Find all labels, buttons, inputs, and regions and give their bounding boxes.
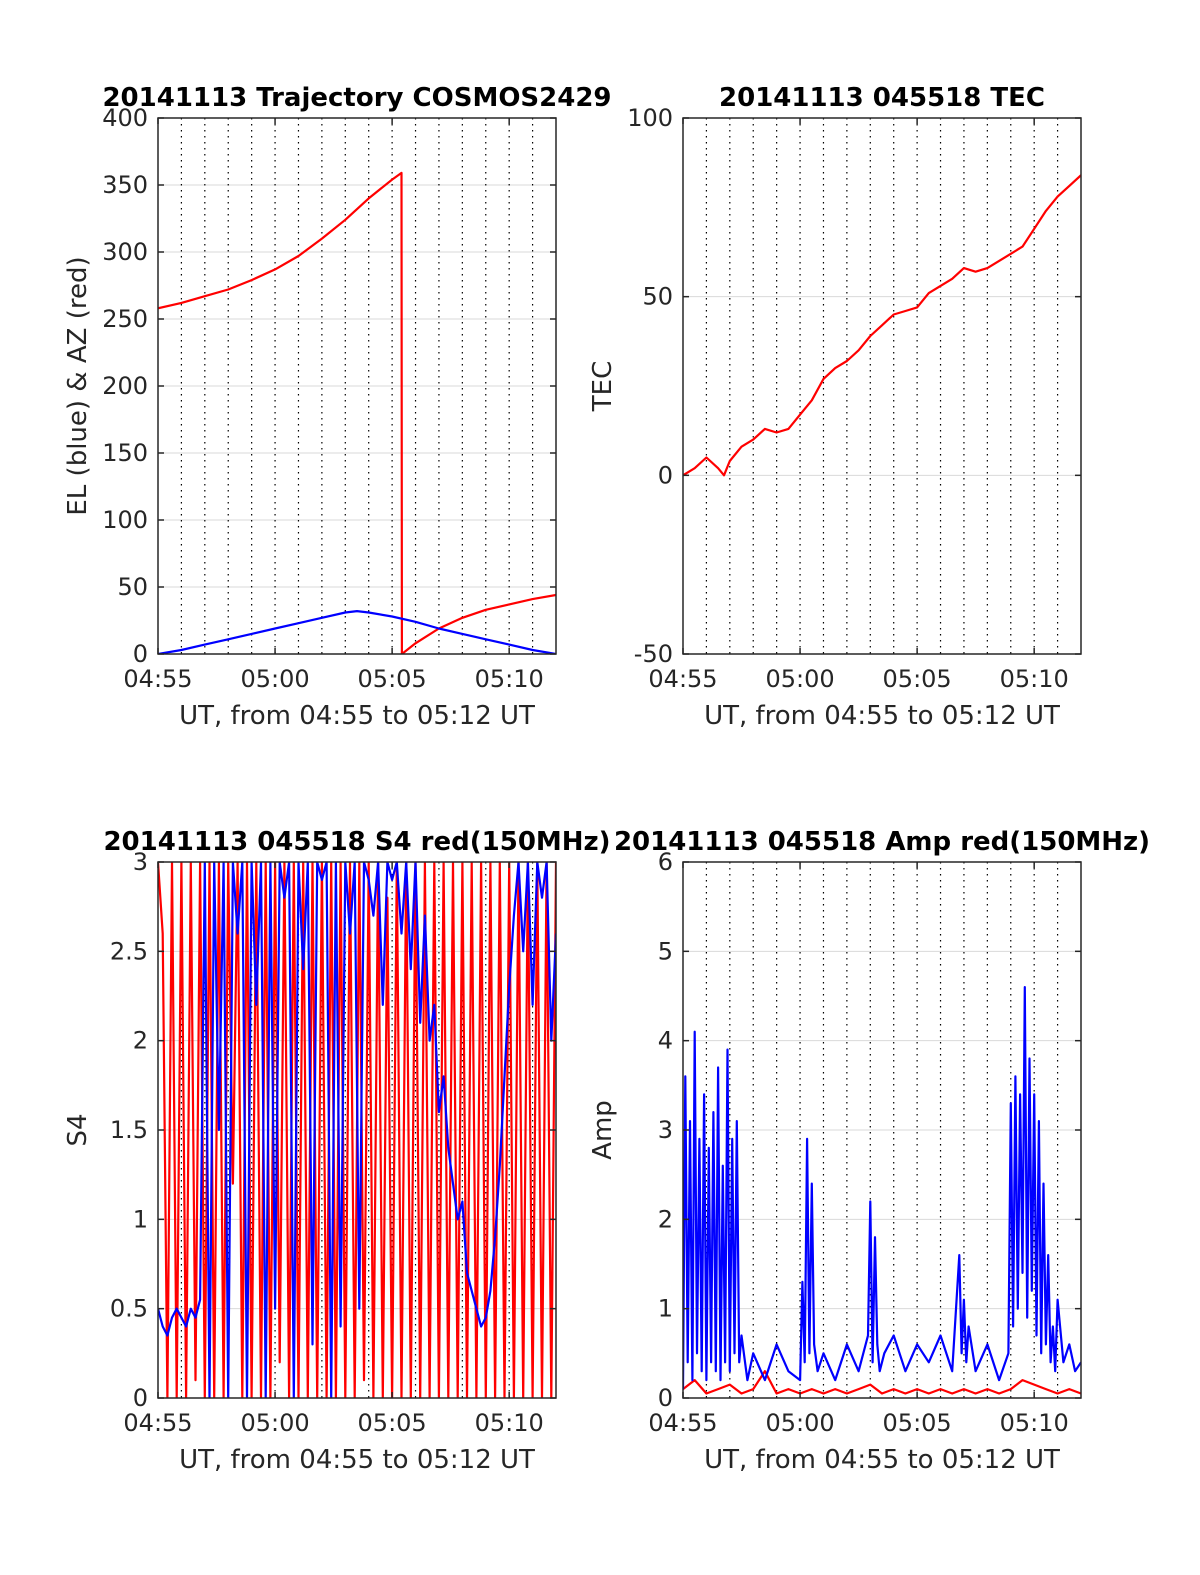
y-tick-label: 1 [658, 1295, 673, 1323]
y-tick-label: 0 [658, 461, 673, 489]
y-tick-label: 2 [658, 1205, 673, 1233]
x-tick-label: 05:05 [883, 665, 952, 693]
tec-chart: -50 0 50 100 04:55 05:00 05:05 05:10 20141113 04… [588, 83, 1082, 731]
y-axis-label: TEC [588, 361, 618, 412]
x-axis-label: UT, from 04:55 to 05:12 UT [704, 1445, 1060, 1475]
y-tick-label: 100 [627, 104, 673, 132]
x-tick-label: 05:05 [358, 1409, 427, 1437]
series-line-blue [158, 609, 556, 654]
y-tick-label: -50 [634, 640, 673, 668]
series-line-blue [683, 985, 1081, 1390]
y-tick-label: 4 [658, 1027, 673, 1055]
series-line-blue [158, 862, 556, 1398]
series-line-red [683, 174, 1081, 477]
x-tick-label: 05:00 [765, 665, 834, 693]
y-tick-label: 400 [102, 104, 148, 132]
y-tick-label: 50 [642, 283, 673, 311]
x-tick-label: 05:10 [475, 665, 544, 693]
y-tick-label: 6 [658, 848, 673, 876]
x-axis-label: UT, from 04:55 to 05:12 UT [704, 701, 1060, 731]
x-tick-label: 05:00 [240, 665, 309, 693]
x-tick-label: 04:55 [648, 1409, 717, 1437]
series-line-red [158, 171, 556, 654]
y-tick-label: 200 [102, 372, 148, 400]
x-tick-label: 05:00 [240, 1409, 309, 1437]
x-tick-label: 04:55 [648, 665, 717, 693]
series-line-red [683, 1370, 1081, 1395]
x-tick-label: 05:10 [1000, 665, 1069, 693]
y-tick-label: 2 [133, 1027, 148, 1055]
x-tick-label: 05:10 [1000, 1409, 1069, 1437]
amp-chart: 0 1 2 3 4 5 6 04:55 05:00 05:05 05:10 20141113 0455… [588, 827, 1150, 1475]
s4-chart: 0 0.5 1 1.5 2 2.5 3 04:55 05:00 05:05 05:10 2014111… [63, 827, 611, 1475]
y-tick-label: 50 [117, 573, 148, 601]
y-tick-label: 2.5 [110, 937, 148, 965]
y-tick-label: 300 [102, 238, 148, 266]
y-tick-label: 250 [102, 305, 148, 333]
axes-box [682, 117, 1082, 655]
y-axis-label: EL (blue) & AZ (red) [63, 256, 93, 515]
y-tick-label: 0 [658, 1384, 673, 1412]
y-tick-label: 0 [133, 640, 148, 668]
y-tick-label: 1.5 [110, 1116, 148, 1144]
y-axis-label: S4 [63, 1113, 93, 1146]
y-tick-label: 5 [658, 937, 673, 965]
x-axis-label: UT, from 04:55 to 05:12 UT [179, 701, 535, 731]
chart-title: 20141113 045518 Amp red(150MHz) [614, 827, 1150, 857]
y-tick-label: 100 [102, 506, 148, 534]
x-tick-label: 05:00 [765, 1409, 834, 1437]
x-tick-label: 04:55 [123, 1409, 192, 1437]
x-axis-label: UT, from 04:55 to 05:12 UT [179, 1445, 535, 1475]
x-tick-label: 05:05 [358, 665, 427, 693]
chart-title: 20141113 045518 TEC [719, 83, 1045, 113]
x-tick-label: 04:55 [123, 665, 192, 693]
chart-title: 20141113 045518 S4 red(150MHz) [103, 827, 610, 857]
y-tick-label: 0.5 [110, 1295, 148, 1323]
chart-title: 20141113 Trajectory COSMOS2429 [102, 83, 611, 113]
x-tick-label: 05:10 [475, 1409, 544, 1437]
y-tick-label: 1 [133, 1205, 148, 1233]
y-tick-label: 3 [658, 1116, 673, 1144]
y-tick-label: 150 [102, 439, 148, 467]
y-tick-label: 3 [133, 848, 148, 876]
y-tick-label: 350 [102, 171, 148, 199]
x-tick-label: 05:05 [883, 1409, 952, 1437]
y-axis-label: Amp [588, 1100, 618, 1160]
trajectory-chart: 0 50 100 150 200 250 300 350 400 04:55 05:00 05:05 0… [63, 83, 612, 731]
y-tick-label: 0 [133, 1384, 148, 1412]
